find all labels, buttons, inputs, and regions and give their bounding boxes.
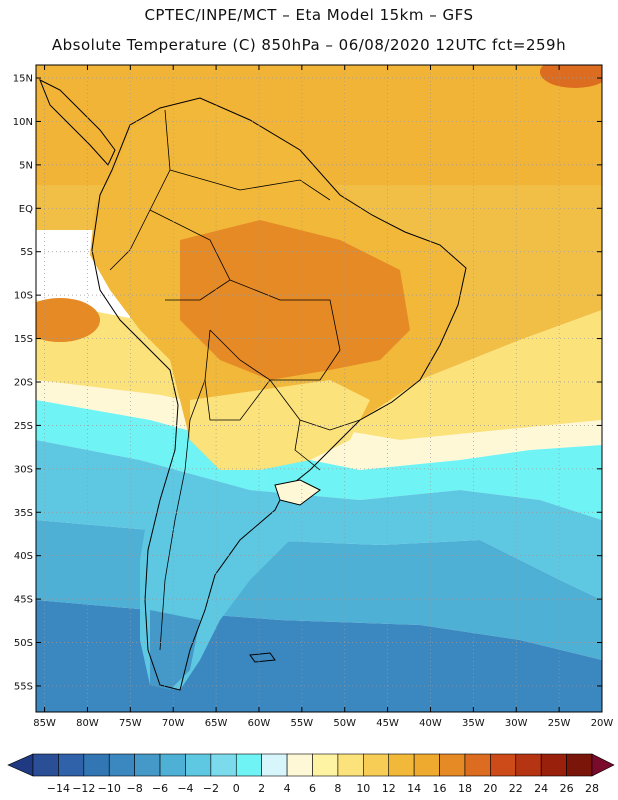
lon-label: 30W xyxy=(505,718,528,729)
lat-label: EQ xyxy=(19,204,33,215)
colorbar-label: 4 xyxy=(284,782,291,795)
colorbar-swatch xyxy=(286,753,313,777)
falkland-islands xyxy=(249,652,276,663)
colorbar-swatch xyxy=(439,753,466,777)
colorbar-swatch xyxy=(515,753,542,777)
map-title-line2: Absolute Temperature (C) 850hPa – 06/08/… xyxy=(51,36,567,54)
lon-label: 80W xyxy=(76,718,99,729)
rio-de-la-plata xyxy=(274,479,321,506)
colorbar-label: 2 xyxy=(258,782,265,795)
colorbar-swatch xyxy=(388,753,415,777)
lat-label: 5S xyxy=(20,247,33,258)
land-mild-region xyxy=(190,380,370,470)
colorbar-swatch xyxy=(210,753,237,777)
colorbar-label: −4 xyxy=(177,782,193,795)
colorbar-swatch xyxy=(490,753,517,777)
colorbar-label: −10 xyxy=(98,782,121,795)
colorbar-label: 12 xyxy=(382,782,396,795)
lon-label: 70W xyxy=(162,718,185,729)
lon-label: 45W xyxy=(376,718,399,729)
colorbar-label: 14 xyxy=(407,782,421,795)
colorbar-under-arrow xyxy=(7,753,34,777)
hot-caribbean-patch xyxy=(540,65,602,88)
lat-label: 45S xyxy=(14,595,33,606)
colorbar-label: 22 xyxy=(509,782,523,795)
colorbar-label: −2 xyxy=(203,782,219,795)
colorbar-swatch xyxy=(261,753,288,777)
lon-label: 60W xyxy=(248,718,271,729)
lat-label: 30S xyxy=(14,464,33,475)
lat-label: 35S xyxy=(14,508,33,519)
colorbar-label: −12 xyxy=(72,782,95,795)
lat-label: 50S xyxy=(14,638,33,649)
colorbar-swatch xyxy=(185,753,212,777)
colorbar-label: 28 xyxy=(585,782,599,795)
central-america-coastline xyxy=(39,78,116,166)
lon-label: 35W xyxy=(462,718,485,729)
lat-label: 10N xyxy=(13,117,33,128)
colorbar-swatch xyxy=(235,753,262,777)
map-title-line1: CPTEC/INPE/MCT – Eta Model 15km – GFS xyxy=(144,6,474,24)
colorbar-swatch xyxy=(464,753,491,777)
land-cold-region xyxy=(150,610,200,690)
colorbar-swatch xyxy=(413,753,440,777)
colorbar-label: 18 xyxy=(458,782,472,795)
map-frame xyxy=(35,64,603,713)
lat-label: 25S xyxy=(14,421,33,432)
colorbar-label: −6 xyxy=(152,782,168,795)
latitude-axis: 15N 10N 5N EQ 5S 10S 15S 20S 25S 30S 35S 40S 45S 50S 5… xyxy=(13,74,602,692)
ocean-band-cool xyxy=(36,400,602,520)
lat-label: 55S xyxy=(14,681,33,692)
colorbar-swatch xyxy=(566,753,593,777)
lon-label: 20W xyxy=(591,718,614,729)
colorbar-swatch xyxy=(134,753,161,777)
lon-label: 40W xyxy=(419,718,442,729)
country-borders xyxy=(109,109,361,651)
colorbar-swatch xyxy=(312,753,339,777)
colorbar-label: −8 xyxy=(127,782,143,795)
lon-label: 65W xyxy=(205,718,228,729)
colorbar-label: 16 xyxy=(433,782,447,795)
colorbar-label: 6 xyxy=(309,782,316,795)
colorbar-swatch xyxy=(83,753,110,777)
lat-label: 15S xyxy=(14,334,33,345)
lat-label: 10S xyxy=(14,291,33,302)
temperature-field xyxy=(36,65,602,712)
colorbar-label: 10 xyxy=(356,782,370,795)
colorbar-label: 20 xyxy=(483,782,497,795)
lat-label: 15N xyxy=(13,74,33,85)
colorbar-label: 26 xyxy=(560,782,574,795)
colorbar-label: 24 xyxy=(534,782,548,795)
lon-label: 55W xyxy=(291,718,314,729)
lat-label: 20S xyxy=(14,377,33,388)
colorbar-swatch xyxy=(159,753,186,777)
temperature-colorbar: −14 −12 −10 −8 −6 −4 −2 0 2 4 6 8 10 12 14 16 18 20 22 24 26… xyxy=(7,753,615,795)
colorbar-swatch xyxy=(540,753,567,777)
colorbar-swatch xyxy=(337,753,364,777)
lon-label: 50W xyxy=(333,718,356,729)
colorbar-over-arrow xyxy=(591,753,615,777)
warm-pacific-patch xyxy=(36,298,100,342)
colorbar-label: 0 xyxy=(233,782,240,795)
lat-label: 5N xyxy=(19,160,33,171)
lon-label: 25W xyxy=(548,718,571,729)
lon-label: 75W xyxy=(119,718,142,729)
colorbar-swatch xyxy=(108,753,135,777)
colorbar-label: −14 xyxy=(47,782,70,795)
lat-label: 40S xyxy=(14,551,33,562)
colorbar-swatch xyxy=(32,753,59,777)
ocean-band-cold xyxy=(36,440,602,600)
lon-label: 85W xyxy=(33,718,56,729)
longitude-axis: 85W 80W 75W 70W 65W 60W 55W 50W 45W 40W 35W 30W 25W 2… xyxy=(33,65,613,729)
colorbar-label: 8 xyxy=(334,782,341,795)
colorbar-swatch xyxy=(58,753,85,777)
colorbar-swatch xyxy=(363,753,390,777)
